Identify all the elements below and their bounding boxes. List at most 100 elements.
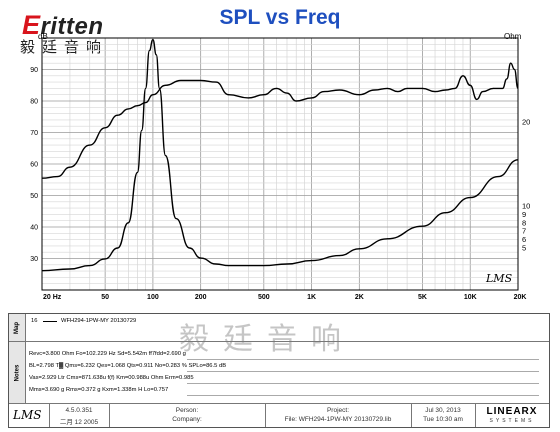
impedance-point <box>117 247 119 249</box>
spl-point <box>374 89 376 91</box>
impedance-point <box>148 50 150 52</box>
watermark: 毅廷音响 <box>179 322 355 357</box>
x-tick-label: 100 <box>147 294 159 301</box>
impedance-point <box>286 263 288 265</box>
report-time: Tue 10:30 am <box>423 416 463 423</box>
linearx-logo: LINEARX <box>486 406 538 417</box>
notes-label: Notes <box>9 342 26 403</box>
spl-point <box>295 100 297 102</box>
spl-point <box>127 108 129 110</box>
file-value: WFH294-1PW-MY 20130729.lib <box>298 416 392 423</box>
y-left-tick-label: 40 <box>30 225 38 232</box>
software-version: 4.5.0.351 <box>65 407 93 414</box>
brand-chinese-name: 毅廷音响 <box>20 38 109 56</box>
spl-point <box>514 69 515 70</box>
impedance-point <box>422 225 423 227</box>
spl-point <box>137 105 138 107</box>
footer-lms-logo: LMS <box>13 408 42 422</box>
report-date: Jul 30, 2013 <box>425 407 461 414</box>
note-line-1: Revc=3.800 Ohm Fo=102.229 Hz Sd=5.542m f… <box>29 351 186 357</box>
plot-frame <box>41 37 519 291</box>
impedance-point <box>339 255 340 257</box>
map-series-text: WFH294-1PW-MY 20130729 <box>61 318 137 324</box>
impedance-point <box>386 238 388 240</box>
spl-point <box>311 97 313 99</box>
y-right-minor-tick-label: 6 <box>522 235 526 244</box>
impedance-point <box>189 247 190 249</box>
impedance-point <box>228 265 230 267</box>
spl-point <box>492 87 494 89</box>
x-tick-label: 1K <box>307 294 316 301</box>
impedance-point <box>358 248 360 250</box>
spl-point <box>104 127 106 129</box>
y-left-tick-label: 50 <box>30 193 38 200</box>
map-series-number: 16 <box>31 318 38 324</box>
spl-point <box>215 81 217 83</box>
chart-lms-stamp: LMS <box>486 272 513 285</box>
spl-point <box>462 75 464 77</box>
spl-point <box>397 91 399 93</box>
y-axis-left-label: dB <box>38 32 48 41</box>
footer: LMS 4.5.0.351 二月 12 2005 Person: Company… <box>9 404 549 427</box>
note-line-2: BL=2.798 T▓ Qms=6.232 Qes=1.068 Qts=0.91… <box>29 363 227 369</box>
y-left-tick-label: 30 <box>30 256 38 263</box>
software-date: 二月 12 2005 <box>59 419 99 426</box>
impedance-point <box>165 155 166 157</box>
impedance-point <box>311 260 313 262</box>
info-panel: Map 16 WFH294-1PW-MY 20130729 毅廷音响 Notes… <box>8 313 550 428</box>
spl-point <box>454 87 456 89</box>
spl-point <box>358 94 360 96</box>
impedance-curve <box>41 38 519 272</box>
spl-point <box>517 87 519 89</box>
x-tick-label: 50 <box>101 294 109 301</box>
impedance-point <box>41 270 43 272</box>
spl-point <box>56 176 58 178</box>
x-tick-label: 5K <box>418 294 427 301</box>
file-line: File: WFH294-1PW-MY 20130729.lib <box>284 416 392 423</box>
impedance-point <box>469 197 471 199</box>
spl-point <box>200 80 202 81</box>
impedance-point <box>104 258 106 260</box>
impedance-point <box>89 265 91 267</box>
brand-logo: Eritten <box>22 10 104 40</box>
y-left-tick-label: 70 <box>30 130 38 137</box>
y-right-tick-label: 5 <box>522 244 526 253</box>
x-tick-label: 2K <box>355 294 364 301</box>
spl-point <box>152 94 154 96</box>
spl-point <box>69 166 71 168</box>
x-tick-label: 20 Hz <box>43 294 62 301</box>
x-tick-label: 10K <box>464 294 477 301</box>
impedance-point <box>247 265 249 267</box>
person-label: Person: <box>175 407 199 414</box>
x-tick-label: 20K <box>514 294 527 301</box>
y-right-minor-tick-label: 9 <box>522 210 526 219</box>
impedance-point <box>127 222 129 224</box>
impedance-point <box>137 171 138 173</box>
spl-point <box>506 78 508 80</box>
y-right-tick-label: 10 <box>522 202 530 211</box>
y-left-tick-label: 80 <box>30 99 38 106</box>
linearx-sub: SYSTEMS <box>489 418 535 424</box>
spl-point <box>406 87 408 89</box>
y-right-minor-tick-label: 8 <box>522 218 526 227</box>
impedance-point <box>145 87 147 89</box>
spl-point <box>386 87 388 89</box>
spl-curve <box>41 62 519 179</box>
impedance-point <box>497 176 499 178</box>
impedance-point <box>445 212 447 214</box>
impedance-point <box>141 129 143 131</box>
note-line-3: Vas=2.929 Ltr Cms=871.638u f(f) Km=00.98… <box>29 375 194 381</box>
spl-point <box>145 102 147 104</box>
spl-point <box>247 97 249 99</box>
y-left-tick-label: 60 <box>30 162 38 169</box>
spl-point <box>228 94 230 96</box>
spl-point <box>286 92 288 94</box>
chart-title: SPL vs Freq <box>219 6 341 29</box>
y-right-minor-tick-label: 7 <box>522 227 526 236</box>
spl-impedance-chart: 20 Hz 50 100 200 500 1K 2K 5K 10K 20K 30 40 50 60 70 80… <box>30 37 530 301</box>
spl-point <box>339 89 340 91</box>
x-tick-label: 200 <box>195 294 207 301</box>
project-label: Project: <box>326 407 350 414</box>
spl-point <box>510 62 512 64</box>
spl-point <box>89 144 91 146</box>
